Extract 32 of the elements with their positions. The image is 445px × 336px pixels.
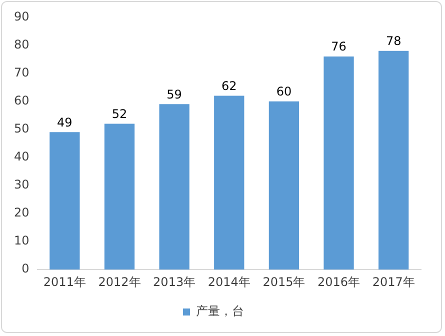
y-tick-label: 70 <box>14 65 30 80</box>
x-tick-label: 2014年 <box>208 274 250 289</box>
x-tick-label: 2011年 <box>43 274 86 289</box>
x-tick-label: 2015年 <box>262 274 306 289</box>
x-tick-label: 2012年 <box>98 274 141 289</box>
data-label: 49 <box>57 115 72 130</box>
y-tick-label: 30 <box>14 178 30 192</box>
y-tick-label: 90 <box>14 9 30 24</box>
x-tick-label: 2017年 <box>372 274 415 289</box>
bar <box>104 124 135 270</box>
data-label: 76 <box>331 40 346 54</box>
bar <box>214 96 244 270</box>
data-label: 60 <box>276 84 292 98</box>
x-tick-label: 2016年 <box>318 274 360 289</box>
data-label: 78 <box>386 34 402 48</box>
legend-label: 产量，台 <box>196 304 244 318</box>
bar <box>378 50 409 270</box>
data-label: 52 <box>112 106 128 121</box>
y-tick-label: 50 <box>14 122 30 136</box>
bar <box>159 104 190 270</box>
data-label: 59 <box>166 87 182 102</box>
y-tick-label: 80 <box>14 37 30 52</box>
y-tick-label: 0 <box>22 262 30 276</box>
bar <box>324 56 354 270</box>
data-label: 62 <box>221 78 237 93</box>
bar <box>268 101 300 270</box>
x-tick-label: 2013年 <box>153 274 196 289</box>
bar <box>50 132 80 270</box>
y-tick-label: 10 <box>14 234 30 248</box>
y-tick-label: 60 <box>14 93 30 108</box>
y-tick-label: 40 <box>14 150 30 164</box>
y-tick-label: 20 <box>14 206 30 220</box>
